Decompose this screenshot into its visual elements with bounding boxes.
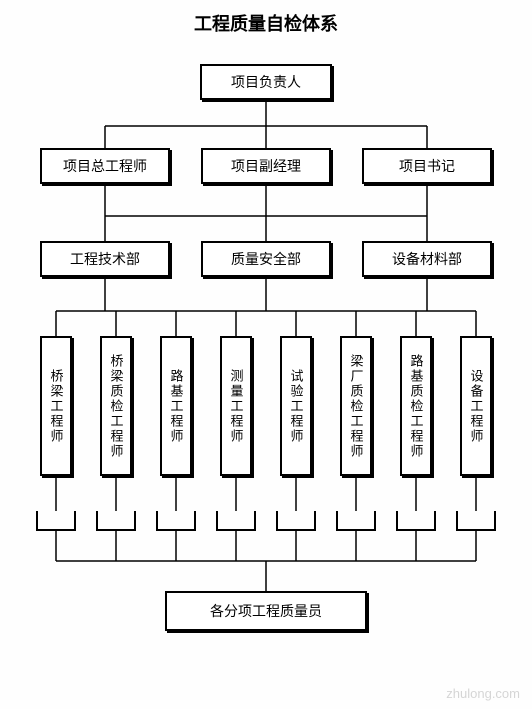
node-project-leader: 项目负责人	[200, 64, 332, 100]
node-label: 桥梁工程师	[47, 369, 66, 444]
bracket-connector	[276, 511, 316, 531]
node-label: 试验工程师	[287, 369, 306, 444]
node-label: 路基工程师	[167, 369, 186, 444]
node-label: 质量安全部	[231, 249, 301, 269]
node-beam-qc-engineer: 梁厂质检工程师	[340, 336, 372, 476]
node-label: 测量工程师	[227, 369, 246, 444]
diagram-title: 工程质量自检体系	[10, 10, 522, 36]
bracket-connector	[156, 511, 196, 531]
node-bridge-engineer: 桥梁工程师	[40, 336, 72, 476]
bracket-connector	[336, 511, 376, 531]
node-label: 工程技术部	[70, 249, 140, 269]
node-label: 项目书记	[399, 156, 455, 176]
node-secretary: 项目书记	[362, 148, 492, 184]
node-engineering-dept: 工程技术部	[40, 241, 170, 277]
node-test-engineer: 试验工程师	[280, 336, 312, 476]
node-roadbed-qc-engineer: 路基质检工程师	[400, 336, 432, 476]
node-label: 路基质检工程师	[407, 354, 426, 459]
node-sub-project-qc: 各分项工程质量员	[165, 591, 367, 631]
node-label: 各分项工程质量员	[210, 601, 322, 621]
bracket-connector	[96, 511, 136, 531]
node-equipment-engineer: 设备工程师	[460, 336, 492, 476]
node-chief-engineer: 项目总工程师	[40, 148, 170, 184]
node-label: 项目副经理	[231, 156, 301, 176]
node-deputy-manager: 项目副经理	[201, 148, 331, 184]
node-roadbed-engineer: 路基工程师	[160, 336, 192, 476]
node-label: 桥梁质检工程师	[107, 354, 126, 459]
node-label: 项目负责人	[231, 72, 301, 92]
org-chart: 项目负责人 项目总工程师 项目副经理 项目书记 工程技术部 质量安全部 设备材料…	[10, 56, 522, 696]
bracket-connector	[36, 511, 76, 531]
watermark-text: zhulong.com	[446, 686, 520, 701]
node-equipment-material-dept: 设备材料部	[362, 241, 492, 277]
node-label: 项目总工程师	[63, 156, 147, 176]
node-bridge-qc-engineer: 桥梁质检工程师	[100, 336, 132, 476]
bracket-connector	[396, 511, 436, 531]
node-label: 设备工程师	[467, 369, 486, 444]
node-survey-engineer: 测量工程师	[220, 336, 252, 476]
node-label: 设备材料部	[392, 249, 462, 269]
bracket-connector	[456, 511, 496, 531]
node-quality-safety-dept: 质量安全部	[201, 241, 331, 277]
node-label: 梁厂质检工程师	[347, 354, 366, 459]
bracket-connector	[216, 511, 256, 531]
